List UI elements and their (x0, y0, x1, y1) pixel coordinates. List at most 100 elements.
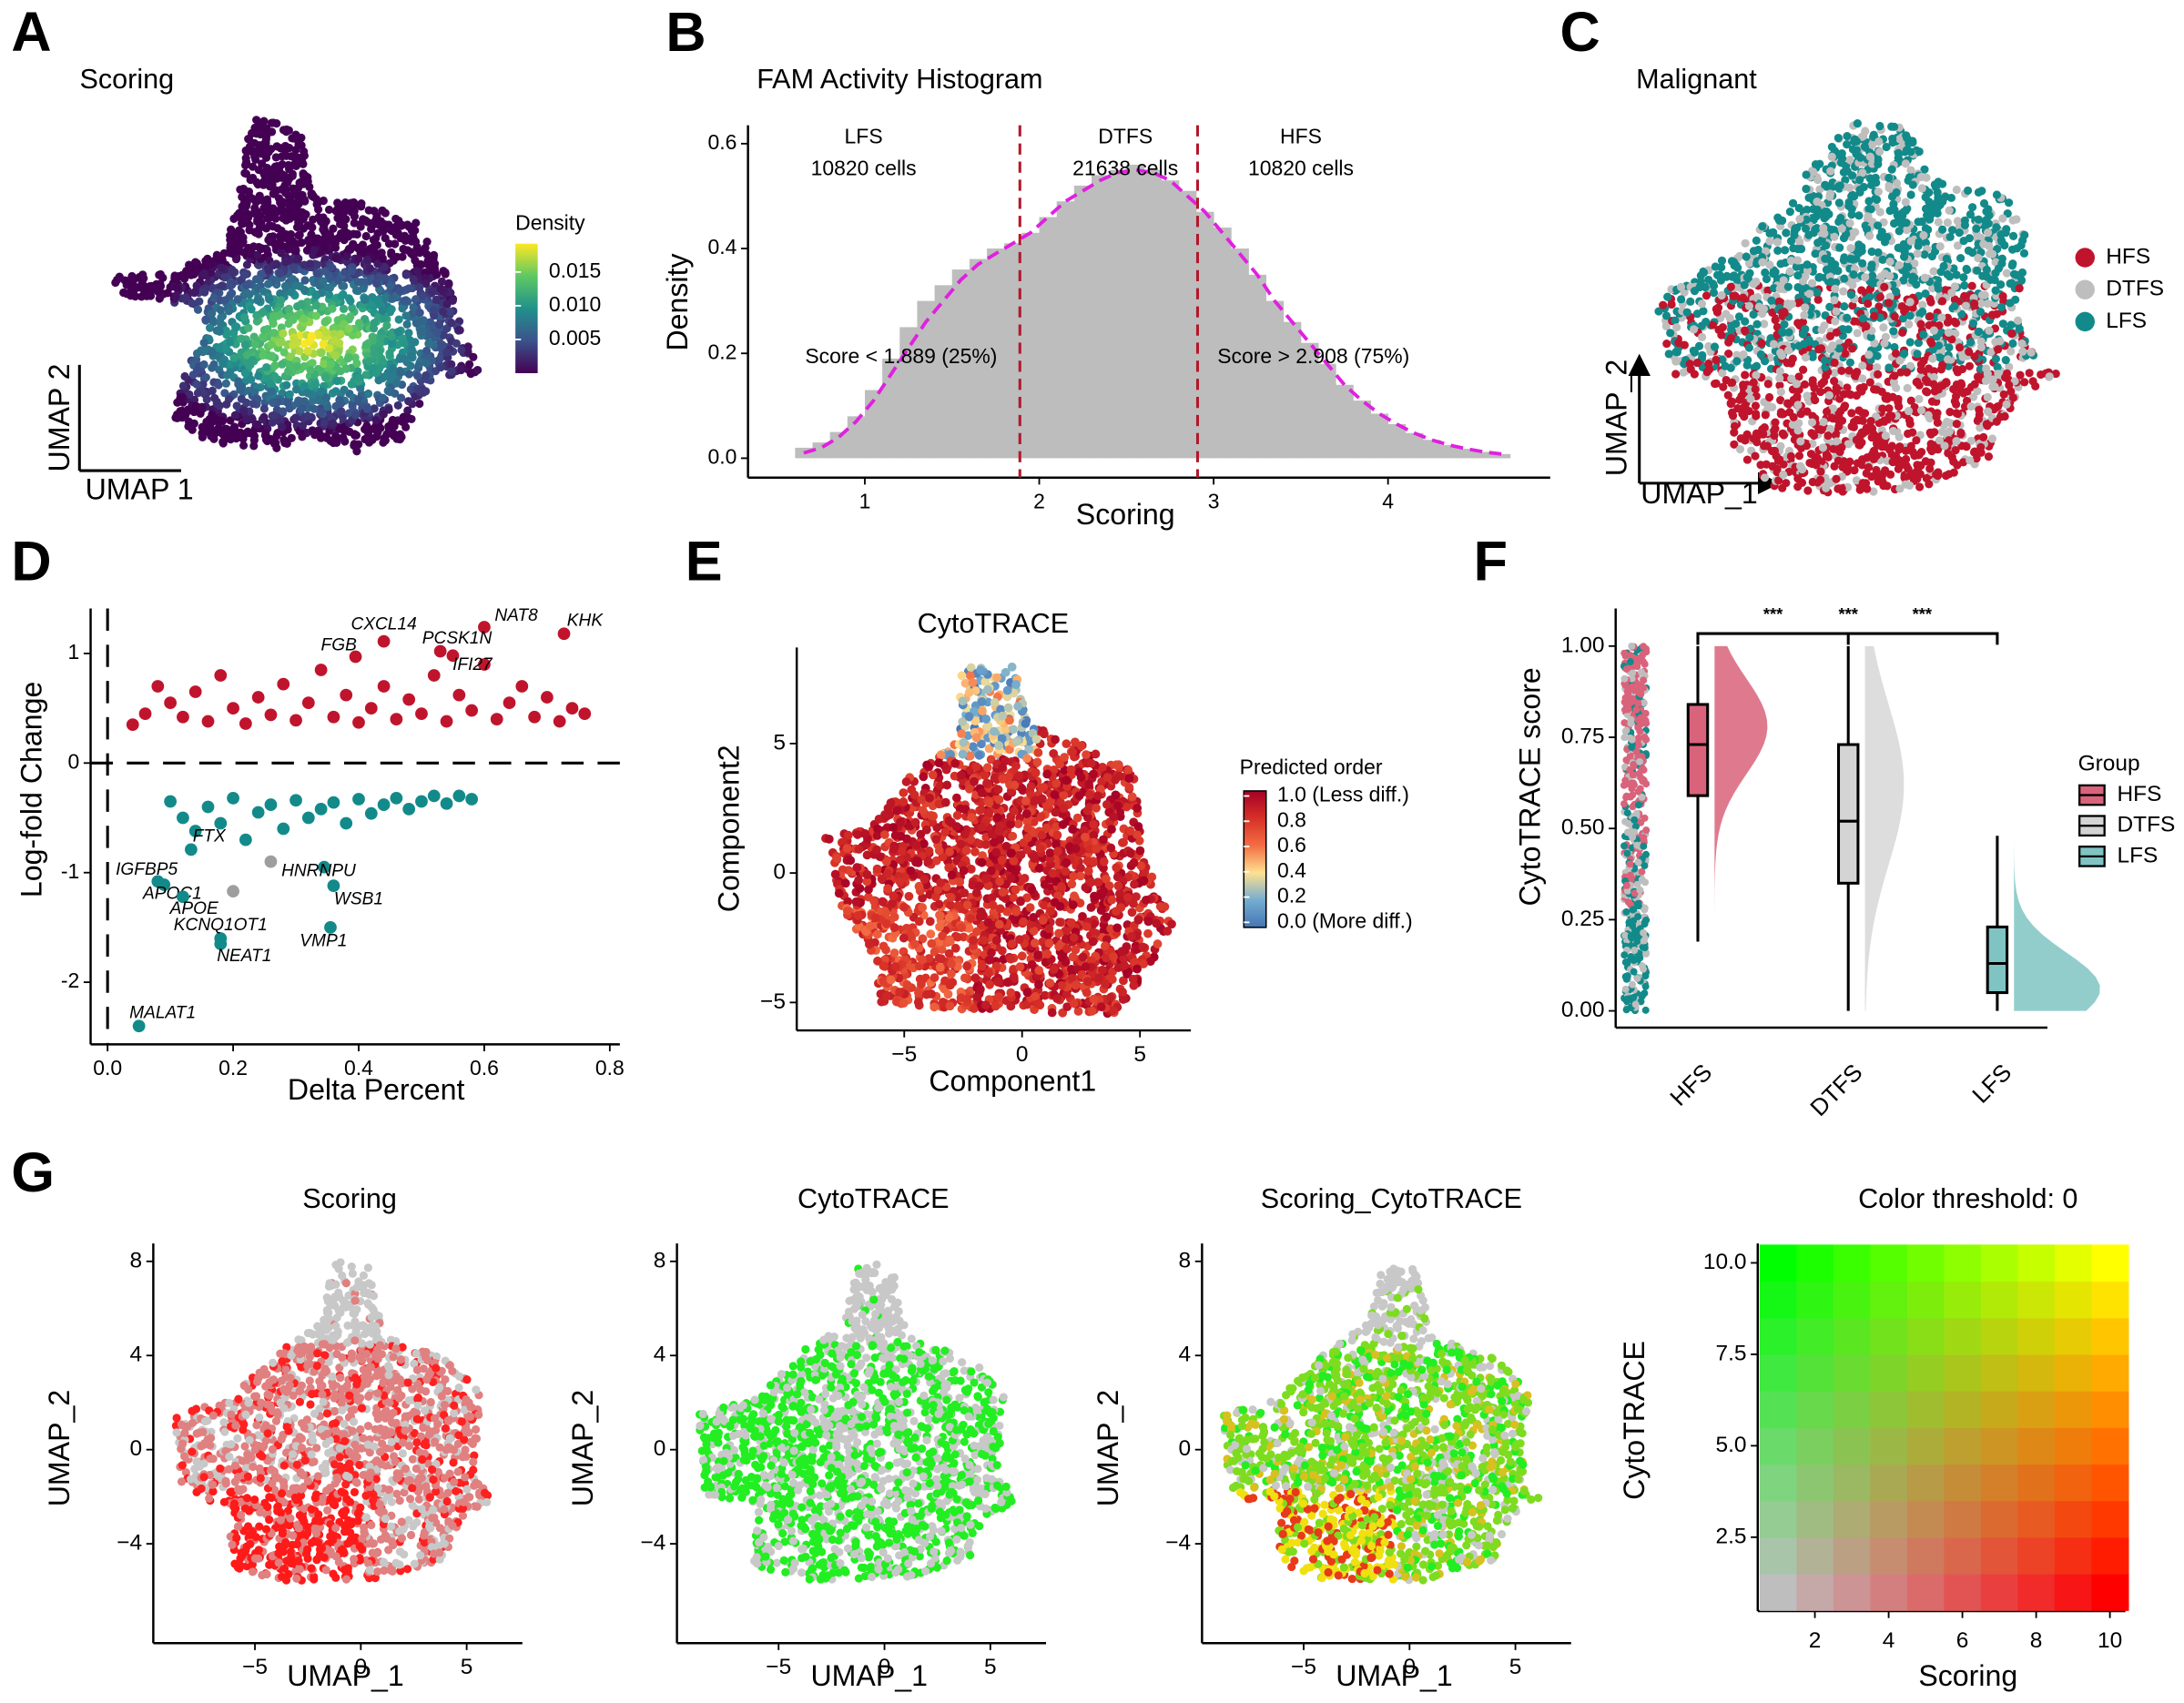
cell-point (1778, 483, 1787, 492)
cell-point (1769, 269, 1778, 279)
cell-point (313, 234, 322, 243)
cell-point (208, 309, 217, 318)
data-point (177, 710, 189, 724)
cell-point (1968, 319, 1978, 328)
cell-point (1701, 282, 1710, 292)
cell-point (351, 286, 361, 295)
cell-point (1947, 226, 1957, 235)
cell-point (1928, 354, 1937, 363)
cell-point (382, 321, 391, 330)
cell-point (269, 398, 278, 408)
data-point (364, 806, 378, 820)
cell-point (1778, 308, 1787, 317)
cell-point (1908, 272, 1917, 281)
cell-point (1858, 168, 1867, 177)
cell-cloud (111, 116, 483, 456)
cell-point (1974, 414, 1984, 423)
y-axis-label: Log-fold Change (15, 682, 47, 897)
x-axis-label: UMAP 1 (86, 473, 194, 506)
data-point (239, 833, 252, 846)
cell-point (1973, 266, 1982, 275)
cell-point (1827, 152, 1836, 161)
cell-point (226, 338, 235, 347)
cell-point (452, 339, 461, 348)
cell-point (1878, 404, 1887, 413)
cell-point (388, 294, 397, 303)
cell-point (1757, 339, 1766, 348)
cell-point (1773, 464, 1782, 473)
cell-point (188, 299, 197, 308)
point-label: WSB1 (334, 890, 383, 909)
cell-point (1813, 205, 1822, 215)
cell-point (1992, 223, 2001, 232)
cell-point (1906, 469, 1916, 479)
y-tick-label: 0.2 (707, 340, 736, 363)
cell-point (1924, 213, 1933, 222)
cell-point (1900, 252, 1909, 261)
histogram-bar (1056, 201, 1075, 459)
cell-point (1739, 382, 1748, 391)
cell-point (1860, 142, 1870, 151)
cell-point (321, 232, 330, 241)
data-point (415, 795, 428, 808)
cell-point (1901, 159, 1910, 168)
cell-point (1845, 358, 1854, 367)
cell-point (352, 359, 361, 368)
cell-point (1712, 355, 1721, 365)
x-tick-label: 0.2 (218, 1056, 248, 1080)
cell-point (333, 276, 343, 285)
cell-point (1858, 408, 1867, 418)
cell-point (1802, 170, 1811, 179)
cell-point (1874, 370, 1883, 379)
cell-point (2008, 339, 2017, 349)
cell-point (378, 306, 387, 316)
cell-point (1985, 326, 1994, 335)
cell-point (303, 389, 312, 398)
cell-point (1704, 275, 1713, 284)
cell-point (247, 305, 256, 314)
cell-point (1846, 290, 1856, 299)
cell-point (303, 411, 312, 421)
cell-point (253, 296, 262, 305)
cell-point (1779, 470, 1788, 480)
cell-point (1662, 340, 1671, 349)
cell-point (1744, 301, 1754, 310)
cell-point (1859, 131, 1868, 141)
cell-point (1920, 273, 1929, 282)
cell-point (1712, 270, 1722, 279)
cell-point (333, 433, 342, 442)
cell-point (1799, 365, 1808, 374)
cell-point (1760, 422, 1769, 432)
cell-point (1814, 273, 1823, 282)
region-count: 21638 cells (1072, 157, 1178, 180)
cell-point (1992, 417, 2001, 426)
cell-point (1840, 274, 1849, 283)
cell-point (313, 205, 323, 214)
cell-point (1985, 241, 1994, 250)
cell-point (329, 419, 338, 428)
x-axis-label: Scoring (1076, 498, 1175, 531)
cell-point (302, 246, 312, 255)
data-point (251, 691, 265, 704)
colorbar-title: Density (515, 210, 585, 234)
cell-point (290, 246, 299, 255)
y-tick-label: −5 (760, 989, 786, 1014)
data-point (251, 806, 265, 819)
cell-point (1880, 282, 1889, 291)
cell-point (1889, 426, 1898, 436)
cell-point (422, 370, 431, 380)
cell-point (1820, 356, 1829, 365)
cell-point (1890, 122, 1899, 131)
cell-point (1756, 350, 1765, 360)
cell-point (415, 309, 424, 318)
cell-point (1878, 255, 1887, 264)
cell-point (1862, 469, 1871, 478)
cell-point (296, 330, 305, 340)
cell-point (248, 356, 257, 365)
cell-point (1853, 119, 1862, 128)
cell-point (1770, 431, 1779, 441)
cell-point (1949, 468, 1958, 477)
cell-point (997, 946, 1007, 956)
cell-point (1847, 210, 1856, 219)
cell-point (277, 338, 286, 347)
